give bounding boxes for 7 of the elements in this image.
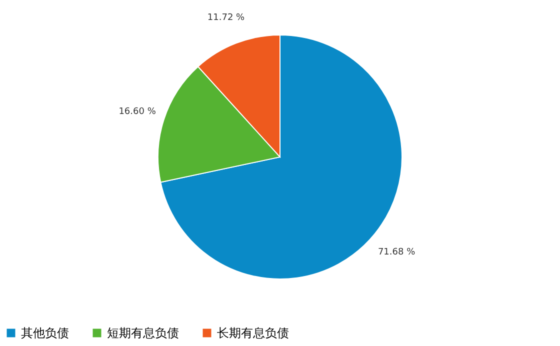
data-label: 71.68 % [378,247,416,258]
pie-slice [160,34,402,280]
data-label: 11.72 % [207,13,246,24]
data-label: 16.60 % [118,106,156,117]
legend-label: 其他负债 [21,326,69,340]
legend-label: 长期有息负债 [217,326,289,340]
legend-label: 短期有息负债 [107,326,179,340]
